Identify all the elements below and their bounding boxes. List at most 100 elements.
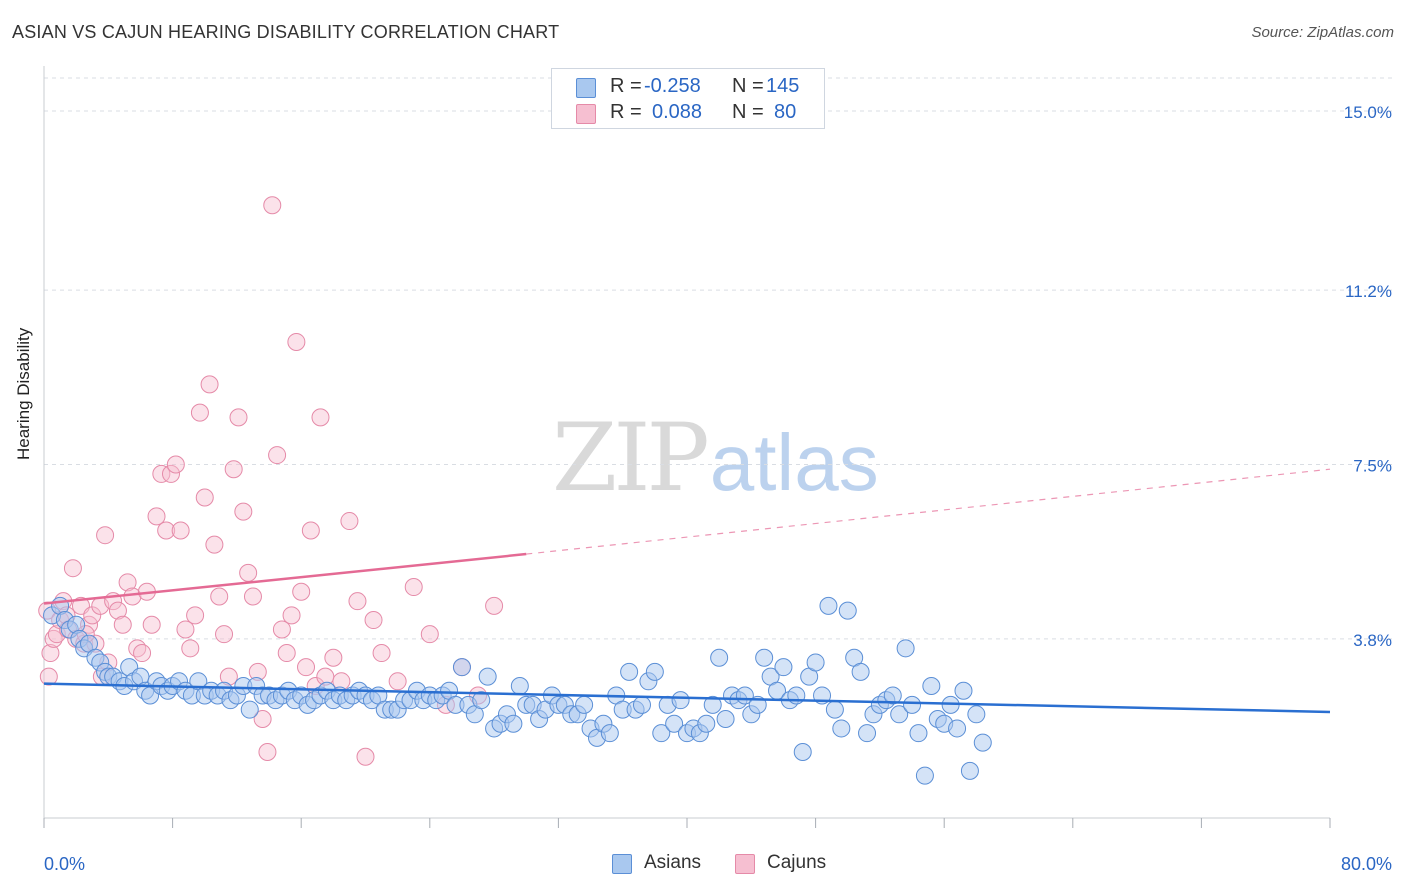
- y-tick-label: 3.8%: [1353, 631, 1392, 650]
- asian-point: [703, 695, 722, 714]
- asian-point: [665, 714, 684, 733]
- n-label: N =: [732, 75, 764, 97]
- asian-point: [710, 648, 729, 667]
- cajuns-trend-line: [43, 552, 527, 605]
- cajun-point: [63, 559, 82, 578]
- cajun-point: [200, 375, 219, 394]
- x-tick-label: 0.0%: [44, 854, 85, 874]
- cajun-point: [340, 512, 359, 531]
- cajun-point: [142, 615, 161, 634]
- cajun-point: [388, 672, 407, 691]
- asian-point: [832, 719, 851, 738]
- asian-point: [960, 761, 979, 780]
- cajun-point: [372, 644, 391, 663]
- cajun-point: [268, 446, 287, 465]
- cajun-point: [243, 587, 262, 606]
- asians-swatch: [612, 854, 632, 874]
- cajun-point: [258, 743, 277, 762]
- asian-point: [890, 705, 909, 724]
- asian-point: [620, 662, 639, 681]
- cajun-point: [195, 488, 214, 507]
- legend-label: Asians: [644, 852, 702, 873]
- cajun-point: [186, 606, 205, 625]
- cajun-point: [96, 526, 115, 545]
- cajun-point: [118, 573, 137, 592]
- correlation-legend: R = -0.258 N = 145 R = 0.088 N = 80: [551, 68, 825, 129]
- cajun-point: [420, 625, 439, 644]
- asian-point: [973, 733, 992, 752]
- cajuns-trend-extension: [526, 468, 1331, 555]
- asian-point: [645, 662, 664, 681]
- asian-point: [883, 686, 902, 705]
- asian-point: [504, 714, 523, 733]
- cajun-point: [301, 521, 320, 540]
- asian-point: [825, 700, 844, 719]
- asian-point: [671, 691, 690, 710]
- asian-point: [954, 681, 973, 700]
- cajun-point: [176, 620, 195, 639]
- asian-point: [510, 677, 529, 696]
- cajun-point: [224, 460, 243, 479]
- y-tick-label: 15.0%: [1344, 103, 1392, 122]
- cajun-point: [181, 639, 200, 658]
- cajun-point: [161, 464, 180, 483]
- cajun-point: [205, 535, 224, 554]
- watermark-zip: ZIP: [552, 404, 710, 513]
- cajun-point: [272, 620, 291, 639]
- watermark: ZIPatlas: [552, 404, 879, 513]
- asian-point: [819, 596, 838, 615]
- cajun-point: [39, 667, 58, 686]
- asian-point: [774, 658, 793, 677]
- cajuns-swatch: [735, 854, 755, 874]
- legend-label: Cajuns: [767, 852, 827, 873]
- asian-point: [896, 639, 915, 658]
- cajun-point: [297, 658, 316, 677]
- cajun-point: [166, 455, 185, 474]
- cajun-point: [190, 403, 209, 422]
- cajun-point: [356, 747, 375, 766]
- watermark-atlas: atlas: [709, 418, 879, 507]
- asian-point: [806, 653, 825, 672]
- cajun-point: [229, 408, 248, 427]
- asian-point: [697, 714, 716, 733]
- r-label: R =: [610, 75, 642, 97]
- cajun-point: [287, 332, 306, 351]
- cajun-point: [282, 606, 301, 625]
- source-credit: Source: ZipAtlas.com: [1251, 24, 1394, 41]
- cajun-point: [263, 196, 282, 215]
- asian-point: [967, 705, 986, 724]
- asian-point: [600, 724, 619, 743]
- n-value: 80: [774, 101, 797, 123]
- asian-point: [922, 677, 941, 696]
- asian-point: [716, 710, 735, 729]
- cajun-point: [152, 464, 171, 483]
- cajun-point: [113, 615, 132, 634]
- asian-point: [948, 719, 967, 738]
- asian-point: [472, 691, 491, 710]
- cajun-point: [311, 408, 330, 427]
- asian-point: [452, 658, 471, 677]
- cajun-point: [277, 644, 296, 663]
- asian-point: [851, 662, 870, 681]
- asian-point: [793, 743, 812, 762]
- asian-point: [632, 695, 651, 714]
- cajun-point: [157, 521, 176, 540]
- cajuns-swatch: [576, 104, 596, 124]
- cajun-point: [324, 648, 343, 667]
- asian-point: [858, 724, 877, 743]
- asian-point: [903, 695, 922, 714]
- cajun-point: [171, 521, 190, 540]
- cajun-point: [348, 592, 367, 611]
- n-value: 145: [766, 75, 800, 97]
- cajun-point: [108, 601, 127, 620]
- cajun-point: [133, 644, 152, 663]
- y-axis-label: Hearing Disability: [14, 327, 33, 460]
- y-tick-label: 11.2%: [1345, 282, 1392, 301]
- cajun-point: [292, 582, 311, 601]
- asian-point: [240, 700, 259, 719]
- cajun-point: [404, 578, 423, 597]
- cajun-point: [234, 502, 253, 521]
- r-label: R =: [610, 101, 642, 123]
- chart-title: ASIAN VS CAJUN HEARING DISABILITY CORREL…: [12, 22, 560, 42]
